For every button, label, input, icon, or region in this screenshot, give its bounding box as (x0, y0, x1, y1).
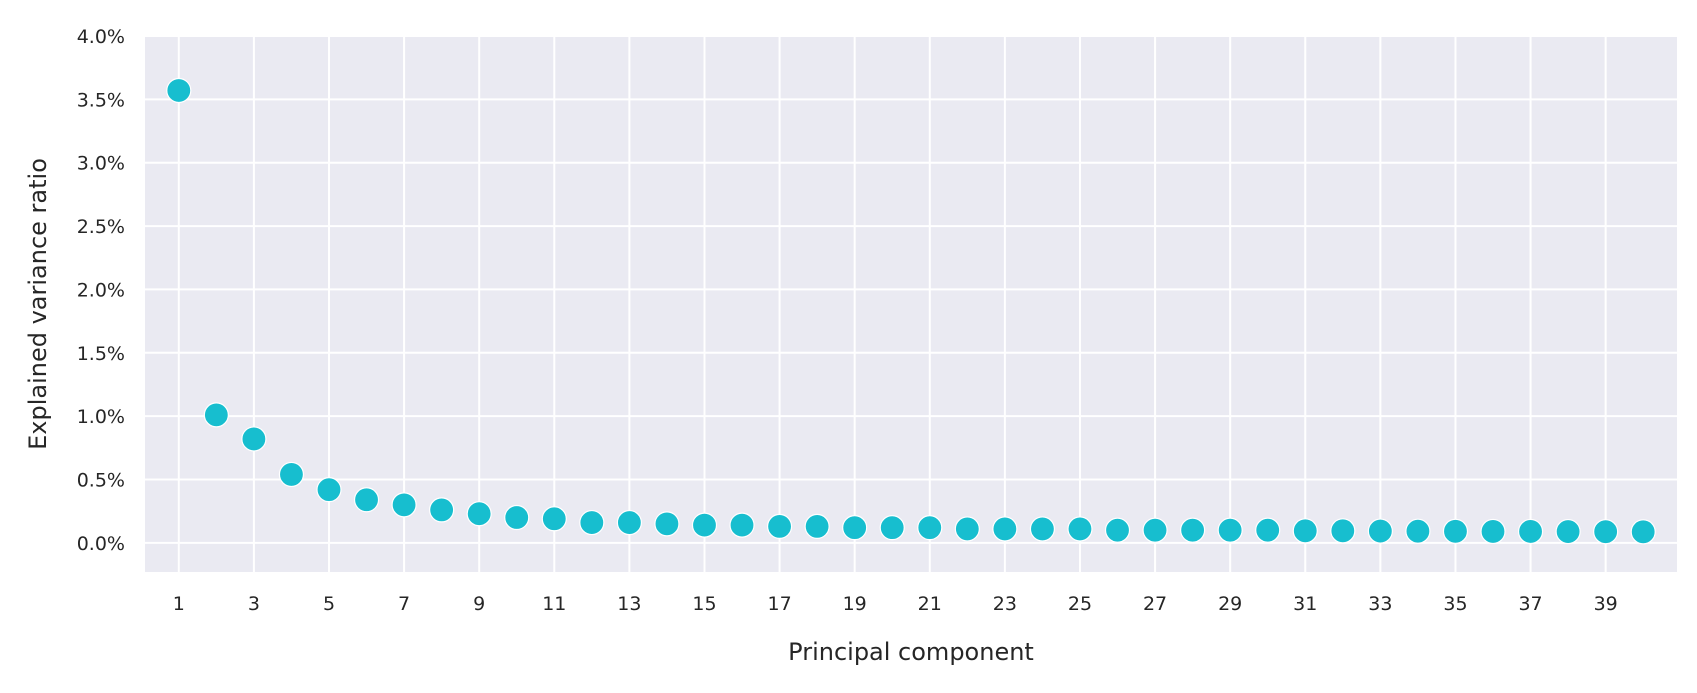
y-tick-label: 3.0% (77, 153, 125, 175)
y-tick-label: 0.5% (77, 469, 125, 491)
data-point (353, 487, 380, 513)
data-point (992, 516, 1018, 542)
x-tick-label: 31 (1293, 593, 1317, 615)
data-point (1292, 518, 1318, 544)
data-point (1405, 518, 1431, 544)
x-tick-label: 17 (767, 593, 791, 615)
data-point (1180, 517, 1206, 543)
data-point (278, 461, 305, 488)
data-point (1442, 518, 1469, 544)
data-point (1255, 517, 1281, 543)
x-tick-label: 5 (323, 593, 335, 615)
data-point (766, 513, 793, 539)
data-point (1593, 519, 1619, 545)
x-tick-label: 35 (1443, 593, 1467, 615)
data-point (1367, 518, 1393, 544)
data-point (879, 515, 905, 541)
x-tick-label: 9 (473, 593, 485, 615)
x-axis-title: Principal component (788, 638, 1034, 666)
x-tick-label: 27 (1143, 593, 1167, 615)
data-point (1555, 518, 1581, 545)
data-point (166, 77, 192, 104)
x-tick-label: 15 (692, 593, 716, 615)
data-point (1630, 519, 1656, 545)
y-axis-title: Explained variance ratio (24, 158, 52, 450)
x-tick-label: 23 (993, 593, 1017, 615)
grid-lines (145, 35, 1677, 572)
data-point (504, 504, 530, 531)
x-tick-label: 33 (1368, 593, 1392, 615)
x-tick-label: 25 (1068, 593, 1092, 615)
data-point (1217, 517, 1243, 543)
plot-area (145, 36, 1677, 572)
x-tick-label: 7 (398, 593, 410, 615)
data-point (729, 512, 755, 538)
data-point (1330, 518, 1356, 544)
y-tick-label: 1.5% (77, 343, 125, 365)
x-tick-label: 37 (1518, 593, 1542, 615)
x-tick-label: 3 (248, 593, 260, 615)
data-points (166, 77, 1656, 545)
y-tick-label: 0.0% (77, 533, 125, 555)
x-tick-label: 29 (1218, 593, 1242, 615)
y-tick-label: 2.5% (77, 216, 125, 238)
data-point (241, 426, 267, 452)
data-point (954, 516, 980, 542)
data-point (654, 511, 680, 537)
data-point (316, 477, 342, 503)
data-point (842, 515, 868, 541)
y-tick-label: 4.0% (77, 26, 125, 48)
data-point (1517, 518, 1544, 545)
data-point (203, 402, 229, 428)
data-point (1067, 516, 1093, 542)
data-point (917, 515, 943, 541)
data-point (691, 512, 718, 538)
y-tick-label: 3.5% (77, 89, 125, 111)
data-point (616, 509, 642, 536)
data-point (541, 506, 567, 532)
data-point (579, 509, 605, 536)
data-point (1142, 517, 1168, 543)
x-tick-label: 39 (1594, 593, 1618, 615)
data-point (429, 497, 455, 523)
data-point (466, 501, 492, 527)
data-point (1104, 517, 1131, 543)
data-point (391, 492, 417, 518)
x-tick-label: 11 (542, 593, 566, 615)
x-tick-label: 13 (617, 593, 641, 615)
x-tick-label: 19 (843, 593, 867, 615)
y-tick-label: 1.0% (77, 406, 125, 428)
y-axis-ticks: 0.0% 0.5% 1.0% 1.5% 2.0% 2.5% 3.0% 3.5% 4.0% (77, 26, 125, 555)
data-point (1029, 516, 1056, 542)
x-tick-label: 1 (173, 593, 185, 615)
x-axis-ticks: 1 3 5 7 9 11 13 15 17 19 21 23 25 27 29 31 33 35 37 39 (173, 593, 1618, 615)
x-tick-label: 21 (918, 593, 942, 615)
data-point (804, 513, 830, 539)
y-tick-label: 2.0% (77, 279, 125, 301)
data-point (1480, 518, 1506, 545)
